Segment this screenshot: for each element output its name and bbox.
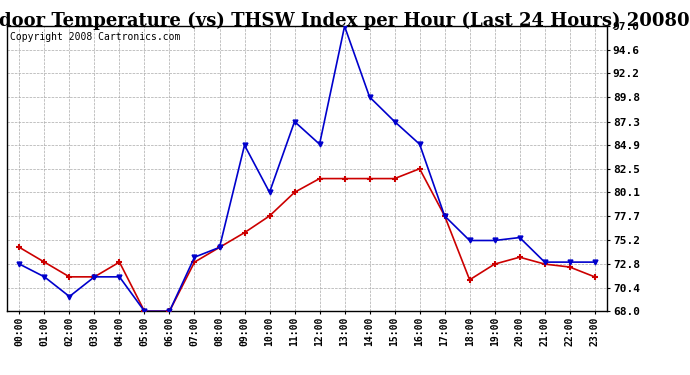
- Text: Outdoor Temperature (vs) THSW Index per Hour (Last 24 Hours) 20080627: Outdoor Temperature (vs) THSW Index per …: [0, 11, 690, 30]
- Text: Copyright 2008 Cartronics.com: Copyright 2008 Cartronics.com: [10, 32, 180, 42]
